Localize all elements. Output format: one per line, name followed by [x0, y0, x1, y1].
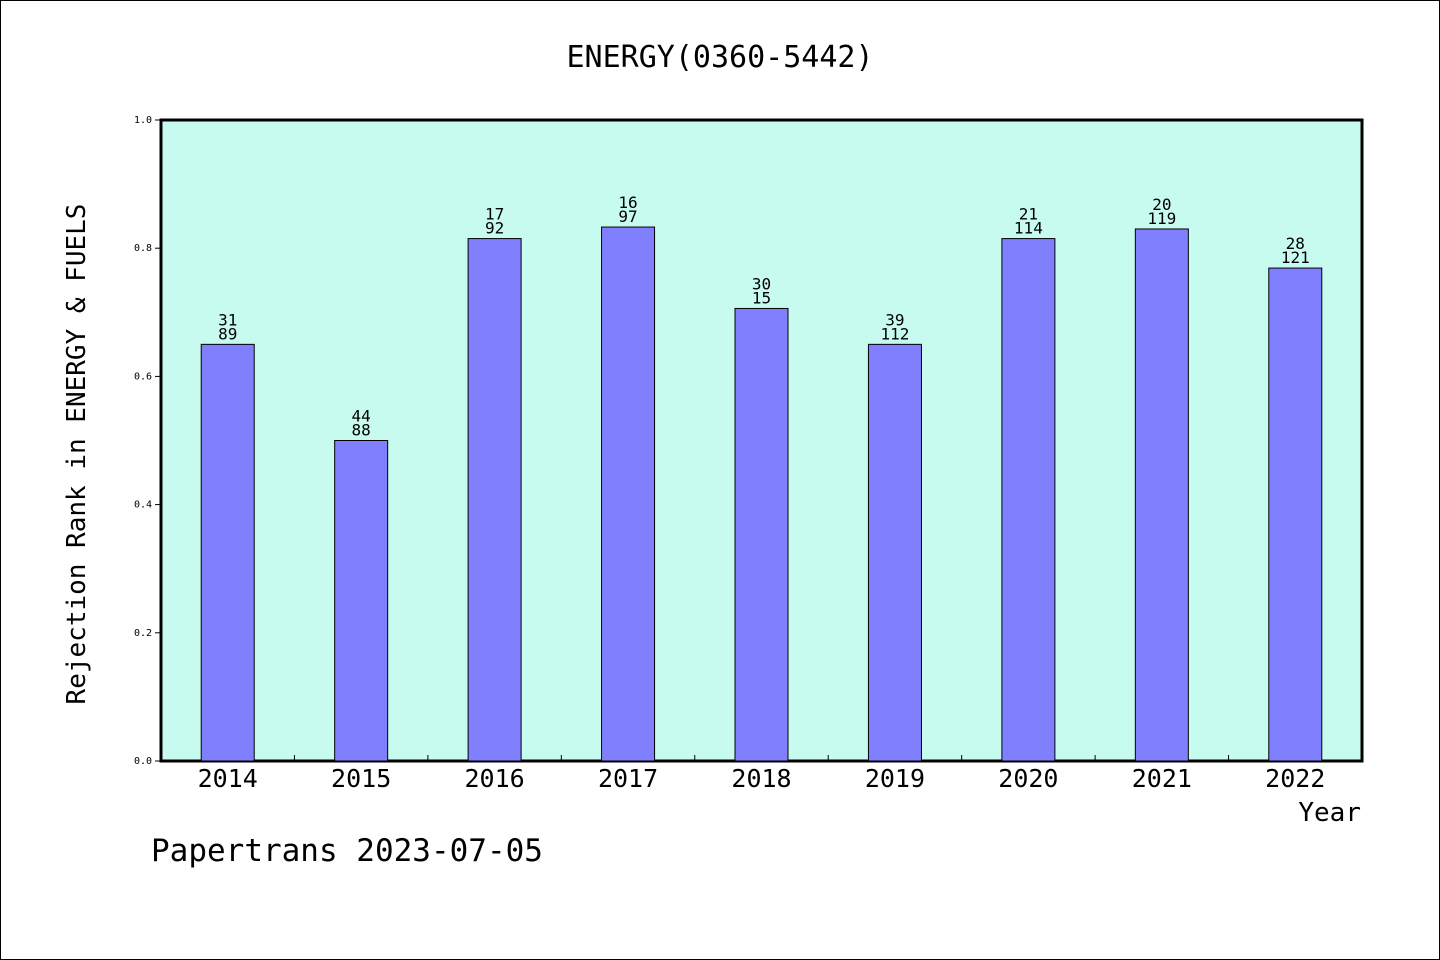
bar-2020	[1001, 238, 1056, 762]
y-axis: 0.0 0.2 0.4 0.6 0.8 1.0	[134, 115, 161, 767]
y-tick-label: 0.8	[134, 243, 152, 254]
bar-label-top: 39	[885, 310, 904, 329]
x-tick-label: 2022	[1265, 764, 1325, 793]
bar-label-bottom: 15	[752, 288, 771, 307]
bar-label-top: 16	[618, 193, 637, 212]
bar-label-bottom: 92	[485, 219, 504, 238]
bar-label-top: 17	[485, 205, 504, 224]
x-axis-label: Year	[1298, 798, 1361, 828]
bar-label-top: 28	[1286, 234, 1305, 253]
x-tick-label: 2015	[331, 764, 391, 793]
x-tick-label: 2019	[865, 764, 925, 793]
bar-2014	[200, 343, 255, 762]
bar-2018	[734, 307, 789, 762]
bar-label-top: 44	[352, 407, 371, 426]
y-tick-label: 0.0	[134, 756, 152, 767]
bar-label-bottom: 112	[880, 324, 909, 343]
y-tick-label: 1.0	[134, 115, 152, 126]
y-tick-label: 0.2	[134, 628, 152, 639]
bar-2017	[601, 226, 656, 762]
x-tick-label: 2016	[465, 764, 525, 793]
bar-label-bottom: 114	[1014, 219, 1043, 238]
bar-label-bottom: 88	[352, 421, 371, 440]
x-tick-label: 2021	[1132, 764, 1192, 793]
bar-label-top: 20	[1152, 195, 1171, 214]
bar-2016	[467, 238, 522, 762]
bar-label-top: 21	[1019, 205, 1038, 224]
y-tick-label: 0.6	[134, 371, 152, 382]
bars	[200, 226, 1323, 762]
bar-label-bottom: 121	[1281, 248, 1310, 267]
bar-label-top: 31	[218, 310, 237, 329]
y-tick-label: 0.4	[134, 500, 152, 511]
x-tick-label: 2017	[598, 764, 658, 793]
x-axis: 2014 2015 2016 2017 2018 2019 2020 2021 2022	[198, 755, 1325, 793]
y-axis-label: Rejection Rank in ENERGY & FUELS	[62, 204, 92, 705]
bar-label-bottom: 97	[618, 207, 637, 226]
x-tick-label: 2020	[998, 764, 1058, 793]
footer-credit: Papertrans 2023-07-05	[151, 833, 543, 869]
chart-title: ENERGY(0360-5442)	[566, 40, 873, 75]
bar-2015	[334, 440, 389, 762]
bar-label-bottom: 89	[218, 324, 237, 343]
bar-2021	[1134, 228, 1189, 762]
x-tick-label: 2018	[731, 764, 791, 793]
bar-label-bottom: 119	[1147, 209, 1176, 228]
x-tick-label: 2014	[198, 764, 258, 793]
bar-2019	[867, 343, 922, 762]
bar-2022	[1268, 267, 1323, 762]
bar-label-top: 30	[752, 274, 771, 293]
